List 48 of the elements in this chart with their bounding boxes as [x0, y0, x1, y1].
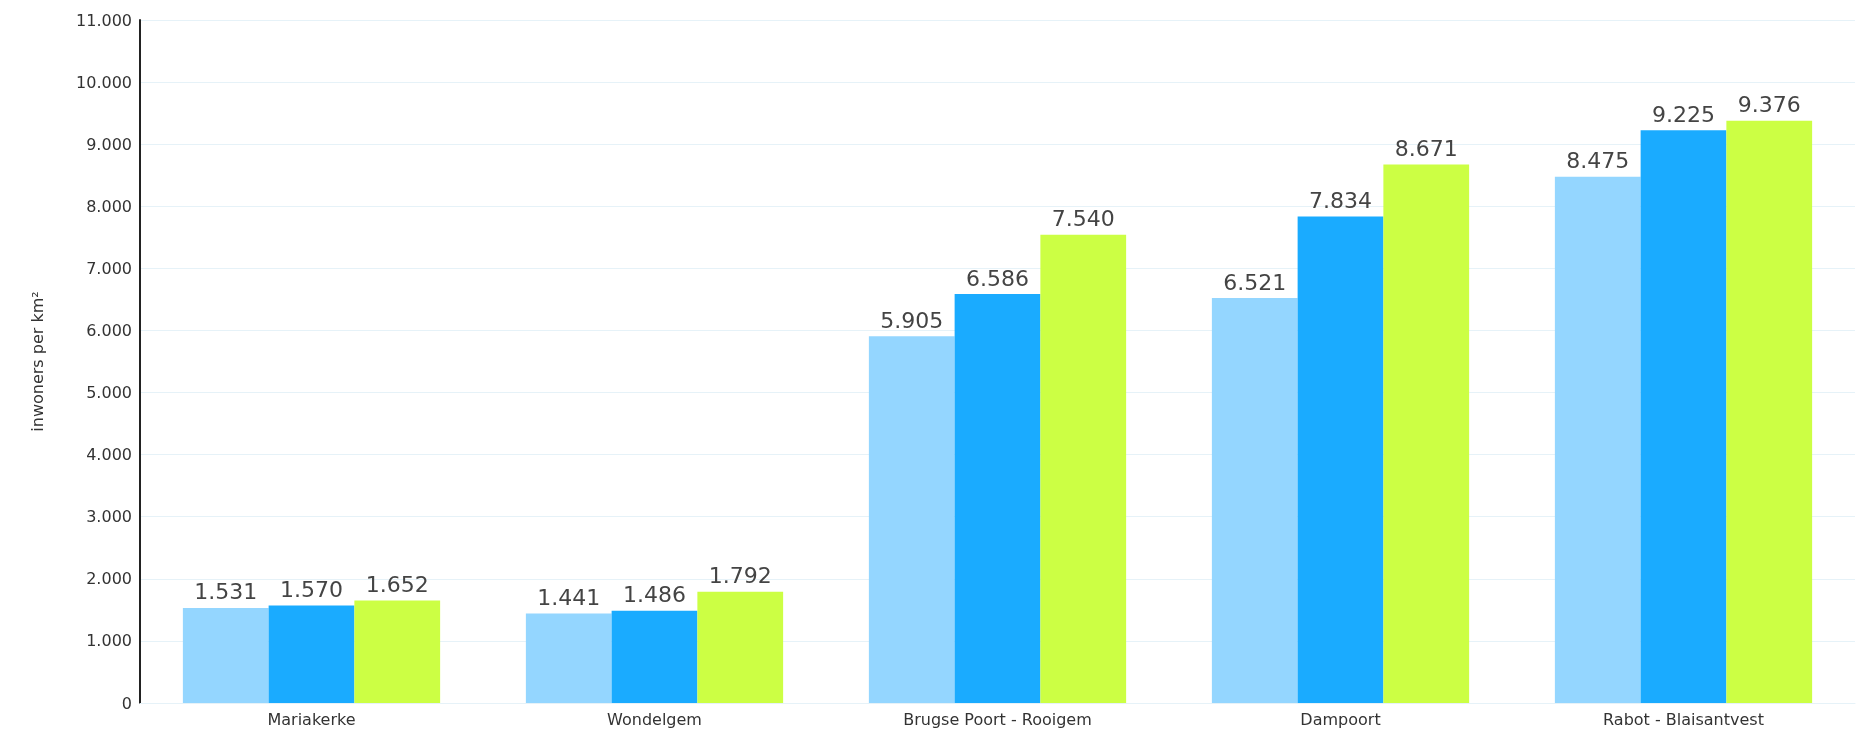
data-label: 1.531	[194, 579, 258, 605]
bar	[268, 605, 355, 703]
bar	[1383, 164, 1470, 703]
x-tick-label: Mariakerke	[267, 709, 356, 729]
x-tick-label: Rabot - Blaisantvest	[1603, 709, 1764, 729]
y-axis-title: inwoners per km²	[27, 291, 47, 432]
data-label: 1.441	[537, 585, 601, 611]
bar	[354, 600, 441, 703]
bar	[182, 607, 269, 703]
data-label: 7.540	[1051, 206, 1115, 232]
bar	[1640, 130, 1727, 703]
data-label: 9.225	[1652, 101, 1715, 127]
bar	[1040, 234, 1127, 703]
bar	[1554, 176, 1641, 703]
data-label: 9.376	[1737, 92, 1801, 118]
bar	[611, 610, 698, 703]
data-label: 6.521	[1223, 269, 1287, 295]
data-label: 6.586	[966, 265, 1029, 291]
bar	[1297, 216, 1384, 703]
y-tick-label: 5.000	[86, 383, 132, 403]
y-tick-label: 0	[121, 693, 132, 713]
bar	[868, 336, 955, 703]
bar	[1211, 298, 1298, 703]
x-tick-label: Wondelgem	[607, 709, 702, 729]
data-label: 1.570	[280, 577, 343, 603]
bar	[1726, 120, 1813, 703]
data-label: 8.475	[1566, 148, 1630, 174]
y-tick-label: 10.000	[76, 72, 132, 92]
data-label: 8.671	[1394, 136, 1458, 162]
y-tick-label: 4.000	[86, 445, 132, 465]
y-tick-label: 7.000	[86, 258, 132, 278]
data-label: 1.792	[708, 563, 772, 589]
x-tick-label: Dampoort	[1300, 709, 1381, 729]
y-tick-label: 3.000	[86, 507, 132, 527]
y-tick-label: 11.000	[76, 10, 132, 30]
y-tick-label: 2.000	[86, 569, 132, 589]
y-tick-label: 9.000	[86, 134, 132, 154]
bar	[525, 613, 612, 703]
bar	[697, 591, 784, 703]
data-label: 7.834	[1309, 188, 1372, 214]
data-label: 5.905	[880, 307, 944, 333]
data-label: 1.652	[365, 571, 429, 597]
y-tick-label: 6.000	[86, 320, 132, 340]
x-tick-label: Brugse Poort - Rooigem	[903, 709, 1092, 729]
bar	[954, 294, 1041, 703]
y-tick-label: 1.000	[86, 631, 132, 651]
y-tick-label: 8.000	[86, 196, 132, 216]
data-label: 1.486	[623, 582, 686, 608]
